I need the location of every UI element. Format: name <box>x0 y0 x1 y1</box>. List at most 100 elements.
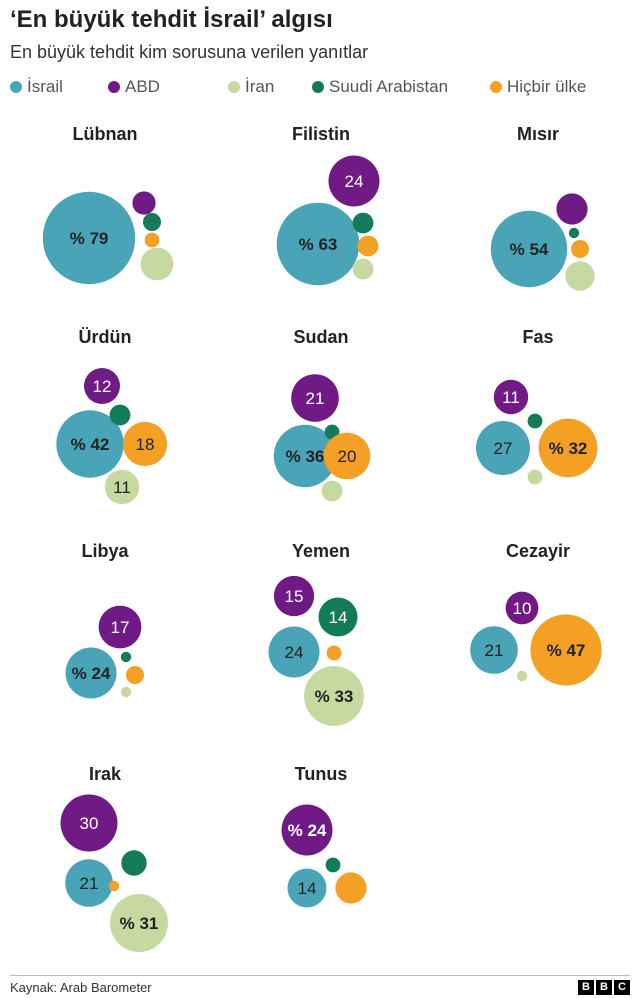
legend: İsrail ABD İran Suudi Arabistan Hiçbir ü… <box>10 77 630 99</box>
bubble-suudi <box>109 404 131 426</box>
bubble-label-abd: 24 <box>345 172 364 191</box>
bubble-israil <box>65 647 117 699</box>
panel-1: Filistin % 63 24 <box>276 124 380 286</box>
bubble-iran <box>352 258 374 280</box>
panel-title: Lübnan <box>73 124 138 144</box>
bubble-label-israil: 14 <box>298 879 317 898</box>
panel-2: Mısır % 54 <box>490 124 595 291</box>
bubble-iran <box>140 247 174 281</box>
bubble-label-abd: 10 <box>513 599 532 618</box>
bubble-israil <box>276 202 360 286</box>
bubble-suudi <box>325 857 341 873</box>
bubble-suudi <box>120 651 132 663</box>
bubble-label-abd: 21 <box>306 389 325 408</box>
bubble-hicbir <box>335 872 367 904</box>
panel-10: Tunus 14 % 24 <box>281 764 367 908</box>
legend-item-suudi: Suudi Arabistan <box>312 77 448 97</box>
legend-swatch-iran <box>228 81 240 93</box>
bubble-label-suudi: 14 <box>329 608 348 627</box>
bubble-hicbir <box>326 645 342 661</box>
bubble-label-abd: % 24 <box>288 821 327 840</box>
bubble-abd <box>556 193 588 225</box>
bubble-abd <box>493 379 529 415</box>
bubble-hicbir <box>144 232 160 248</box>
bubble-suudi <box>143 213 161 231</box>
bubble-label-israil: % 24 <box>72 664 111 683</box>
bubble-hicbir <box>126 666 144 684</box>
legend-item-hicbir: Hiçbir ülke <box>490 77 586 97</box>
logo-box: C <box>614 980 630 995</box>
panel-title: Filistin <box>292 124 350 144</box>
bubble-iran <box>110 894 168 952</box>
bubble-label-hicbir: 20 <box>338 447 357 466</box>
bubble-label-abd: 11 <box>502 388 520 407</box>
bubble-label-israil: % 36 <box>286 447 325 466</box>
panel-title: Cezayir <box>506 541 570 561</box>
bubble-label-hicbir: 18 <box>136 435 155 454</box>
panel-title: Ürdün <box>79 327 132 347</box>
bubble-israil <box>287 868 327 908</box>
bubble-suudi <box>352 212 374 234</box>
bubble-suudi <box>568 227 580 239</box>
bubble-label-abd: 12 <box>93 377 112 396</box>
panel-title: Yemen <box>292 541 350 561</box>
bubble-iran <box>527 469 543 485</box>
bubble-label-israil: % 63 <box>299 235 338 254</box>
bubble-hicbir <box>571 240 589 258</box>
bubble-israil <box>470 626 518 674</box>
bubble-iran <box>565 261 595 291</box>
legend-item-iran: İran <box>228 77 274 97</box>
chart-subtitle: En büyük tehdit kim sorusuna verilen yan… <box>10 42 369 62</box>
bubble-hicbir <box>323 432 371 480</box>
panel-title: Tunus <box>295 764 348 784</box>
bubble-iran <box>104 469 140 505</box>
panel-title: Sudan <box>293 327 348 347</box>
bubble-label-israil: 27 <box>494 439 513 458</box>
bubble-abd <box>328 155 380 207</box>
legend-label-iran: İran <box>245 77 275 96</box>
bubble-label-iran: % 33 <box>315 687 354 706</box>
bubble-hicbir <box>122 421 168 467</box>
legend-item-abd: ABD <box>108 77 160 97</box>
bubble-hicbir <box>530 614 602 686</box>
bubble-label-hicbir: % 32 <box>549 439 588 458</box>
panel-0: Lübnan % 79 <box>42 124 174 285</box>
bubble-label-iran: 11 <box>113 478 131 497</box>
bubble-label-abd: 30 <box>80 814 99 833</box>
bubble-abd <box>84 368 120 404</box>
footer-divider <box>10 975 630 976</box>
bubble-israil <box>273 424 337 488</box>
bubble-iran <box>120 686 132 698</box>
legend-label-hicbir: Hiçbir ülke <box>507 77 587 96</box>
bubble-israil <box>65 859 113 907</box>
bubble-iran <box>516 670 528 682</box>
bubble-israil <box>56 410 124 478</box>
bubble-label-israil: % 42 <box>71 435 110 454</box>
chart-title: ‘En büyük tehdit İsrail’ algısı <box>10 6 333 33</box>
legend-swatch-abd <box>108 81 120 93</box>
logo-box: B <box>578 980 594 995</box>
bubble-label-israil: % 54 <box>510 240 549 259</box>
bubble-suudi <box>527 413 543 429</box>
bubble-suudi <box>318 597 358 637</box>
bubble-israil <box>42 191 136 285</box>
bubble-label-abd: 17 <box>111 618 130 637</box>
bubble-abd <box>132 191 156 215</box>
bubble-label-hicbir: % 47 <box>547 641 586 660</box>
panel-9: Irak 21 30 % 31 <box>60 764 168 952</box>
bubble-label-israil: % 79 <box>70 229 109 248</box>
bubble-hicbir <box>108 880 120 892</box>
panel-title: Irak <box>89 764 122 784</box>
bubble-suudi <box>121 850 147 876</box>
bubble-label-abd: 15 <box>285 587 304 606</box>
bubble-hicbir <box>357 235 379 257</box>
bubble-abd <box>98 605 142 649</box>
source-note: Kaynak: Arab Barometer <box>10 980 152 995</box>
bubble-abd <box>273 575 315 617</box>
legend-label-abd: ABD <box>125 77 160 96</box>
bubble-abd <box>281 804 333 856</box>
logo-letter: C <box>618 981 626 993</box>
panel-3: Ürdün % 42 12 11 18 <box>56 327 168 505</box>
bubble-iran <box>321 480 343 502</box>
bubble-iran <box>304 666 364 726</box>
